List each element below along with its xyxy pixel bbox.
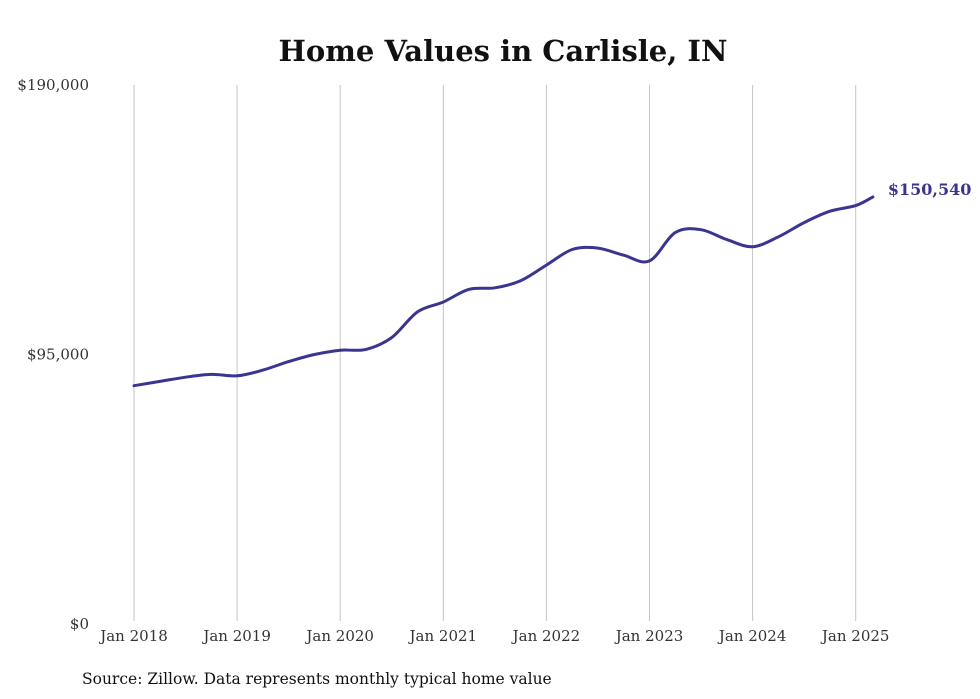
data-point (236, 374, 239, 377)
data-point (871, 195, 874, 198)
x-tick-label: Jan 2020 (304, 627, 374, 645)
data-point (648, 259, 651, 262)
x-tick-label: Jan 2022 (511, 627, 581, 645)
data-point (803, 221, 806, 224)
data-point (854, 204, 857, 207)
data-point (210, 373, 213, 376)
data-point (828, 210, 831, 213)
x-tick-label: Jan 2023 (614, 627, 684, 645)
data-point (184, 376, 187, 379)
data-point (390, 336, 393, 339)
chart-title: Home Values in Carlisle, IN (278, 34, 727, 68)
source-note: Source: Zillow. Data represents monthly … (82, 670, 552, 688)
data-point (416, 310, 419, 313)
data-point (571, 248, 574, 251)
x-axis: Jan 2018 Jan 2019 Jan 2020 Jan 2021 Jan 2022… (98, 627, 889, 645)
data-point (545, 264, 548, 267)
data-point (468, 288, 471, 291)
data-point (725, 238, 728, 241)
y-tick-label: $95,000 (27, 346, 89, 364)
x-tick-label: Jan 2024 (717, 627, 787, 645)
data-point (442, 301, 445, 304)
y-tick-label: $0 (70, 615, 89, 633)
data-point (751, 245, 754, 248)
x-tick-label: Jan 2019 (201, 627, 271, 645)
data-point (493, 286, 496, 289)
data-point (597, 247, 600, 250)
x-tick-label: Jan 2021 (408, 627, 478, 645)
y-tick-label: $190,000 (17, 76, 89, 94)
data-point (287, 360, 290, 363)
data-point (261, 369, 264, 372)
data-point (700, 228, 703, 231)
data-point (133, 384, 136, 387)
grid-lines (133, 85, 857, 621)
data-point (674, 231, 677, 234)
data-point (777, 235, 780, 238)
data-point (622, 254, 625, 257)
end-value-label: $150,540 (888, 180, 972, 199)
data-point (519, 279, 522, 282)
y-axis: $0 $95,000 $190,000 (17, 76, 89, 633)
series-line-0 (132, 195, 875, 388)
data-point (313, 353, 316, 356)
series-layer: $150,540 (132, 180, 972, 388)
data-point (339, 349, 342, 352)
data-point (158, 380, 161, 383)
data-point (365, 348, 368, 351)
x-tick-label: Jan 2018 (98, 627, 168, 645)
x-tick-label: Jan 2025 (820, 627, 890, 645)
